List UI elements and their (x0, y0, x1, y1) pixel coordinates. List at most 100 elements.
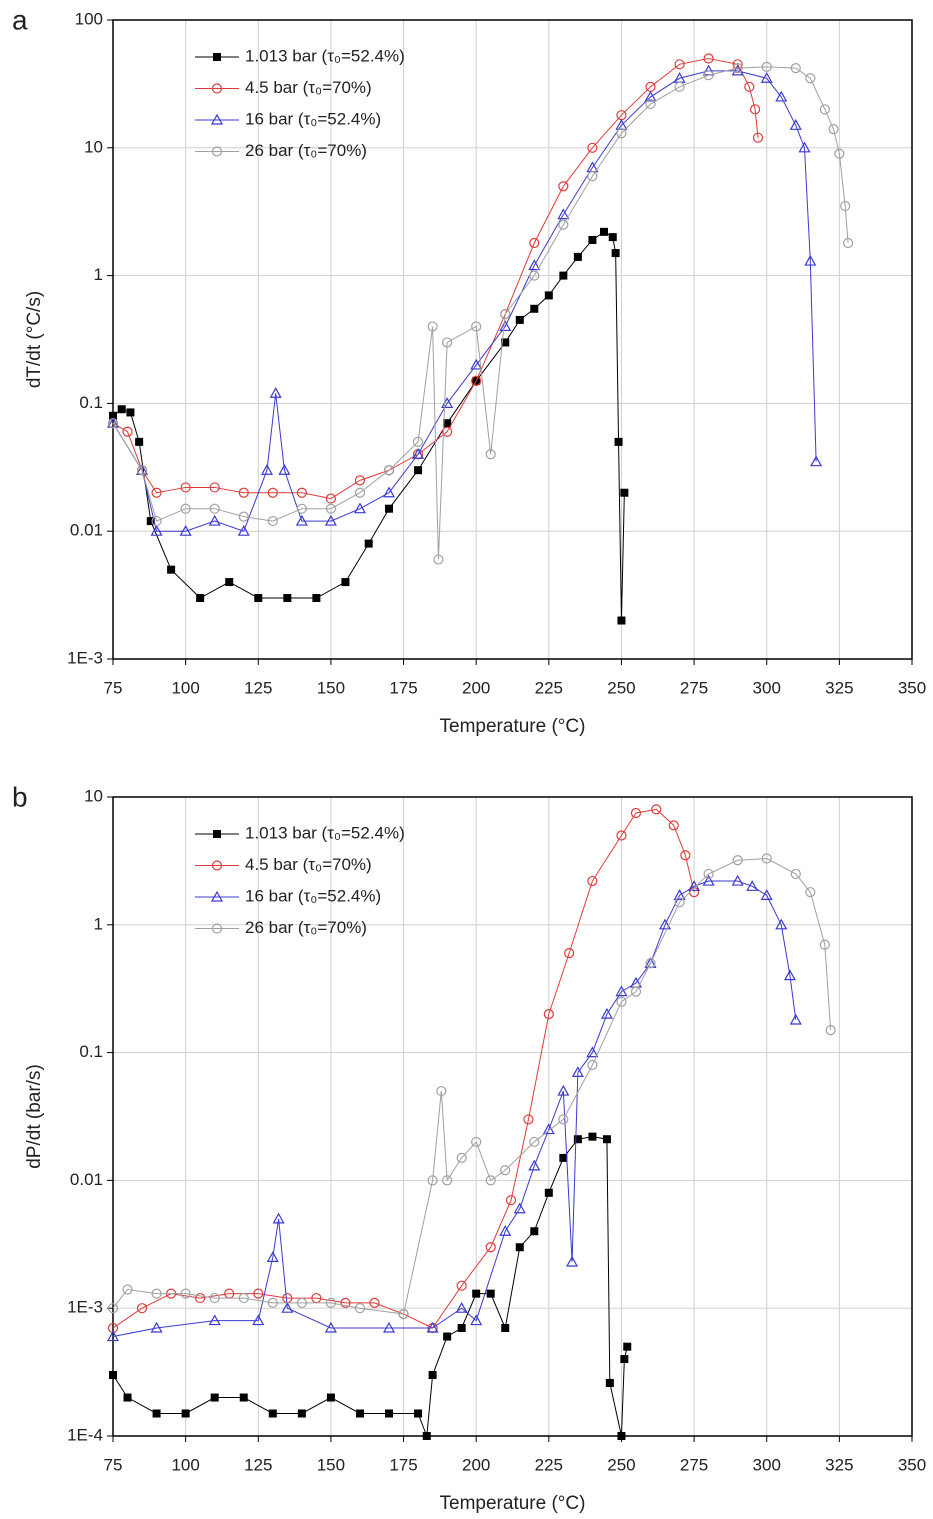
marker (501, 338, 510, 347)
marker (674, 897, 685, 908)
marker (544, 291, 553, 300)
legend-label: 4.5 bar (τ₀=70%) (245, 78, 372, 97)
y-tick-label: 0.01 (70, 1170, 103, 1189)
marker (341, 578, 350, 587)
marker (457, 1323, 466, 1332)
series-line (112, 70, 817, 532)
marker (443, 1332, 452, 1341)
marker (486, 1289, 495, 1298)
y-tick-label: 0.01 (70, 521, 103, 540)
y-axis-label: dP/dt (bar/s) (24, 1064, 45, 1169)
marker (515, 1243, 524, 1252)
y-tick-label: 10 (84, 137, 103, 156)
x-tick-label: 100 (171, 678, 199, 697)
marker (422, 1432, 431, 1440)
marker (732, 63, 743, 74)
y-tick-label: 100 (75, 9, 103, 28)
marker (600, 1007, 613, 1019)
marker (617, 1432, 626, 1440)
marker (600, 227, 609, 236)
marker (354, 1303, 366, 1314)
x-tick-label: 325 (825, 678, 853, 697)
x-tick-label: 175 (389, 678, 417, 697)
marker (412, 436, 424, 447)
marker (382, 1321, 396, 1333)
marker (456, 1152, 467, 1163)
marker (732, 855, 743, 866)
legend-label: 1.013 bar (τ₀=52.4%) (245, 823, 405, 842)
marker (680, 850, 691, 861)
legend-label: 16 bar (τ₀=52.4%) (245, 109, 381, 128)
marker (505, 1195, 517, 1206)
marker (267, 515, 278, 527)
marker (674, 81, 685, 92)
marker (254, 594, 263, 603)
marker (238, 1292, 249, 1304)
marker (571, 1066, 584, 1077)
marker (805, 73, 816, 84)
y-tick-label: 1 (94, 914, 103, 933)
marker (312, 594, 321, 603)
marker (151, 515, 162, 527)
marker (744, 81, 755, 92)
marker (272, 1212, 285, 1224)
x-tick-label: 150 (317, 678, 345, 697)
legend-marker (211, 923, 223, 934)
marker (566, 1255, 579, 1267)
x-tick-label: 275 (680, 1455, 708, 1474)
marker (731, 64, 744, 76)
marker (443, 419, 452, 428)
legend-marker (213, 53, 221, 61)
marker (819, 939, 830, 950)
marker (180, 1288, 191, 1299)
marker (673, 889, 686, 900)
legend-marker (210, 890, 224, 902)
marker (752, 132, 764, 143)
x-tick-label: 200 (462, 678, 490, 697)
marker (150, 1321, 163, 1333)
marker (586, 1046, 599, 1058)
x-axis-label: Temperature (°C) (440, 1493, 586, 1514)
marker (107, 418, 119, 429)
legend-label: 26 bar (τ₀=70%) (245, 141, 367, 160)
y-tick-label: 0.1 (79, 393, 103, 412)
marker (810, 455, 823, 467)
x-tick-label: 325 (825, 1455, 853, 1474)
marker (528, 1159, 541, 1171)
marker (513, 1202, 526, 1214)
marker (840, 200, 851, 212)
marker (528, 259, 541, 271)
marker (587, 875, 598, 887)
x-tick-label: 75 (104, 1455, 123, 1474)
marker (295, 514, 308, 526)
marker (605, 1378, 614, 1387)
marker (296, 487, 307, 498)
marker (611, 249, 620, 258)
marker (790, 868, 801, 880)
series-line (112, 808, 695, 1329)
marker (746, 880, 759, 891)
marker (210, 1393, 219, 1402)
marker (340, 1297, 351, 1309)
marker (819, 104, 830, 115)
x-tick-label: 250 (607, 1455, 635, 1474)
marker (325, 493, 337, 504)
marker (543, 1009, 554, 1020)
marker (523, 1114, 534, 1125)
marker (209, 482, 220, 493)
x-tick-label: 250 (607, 678, 635, 697)
marker (790, 63, 801, 74)
marker (267, 1297, 278, 1309)
marker (414, 466, 423, 475)
marker (529, 237, 540, 249)
marker (559, 271, 568, 280)
marker (324, 514, 337, 526)
marker (557, 1084, 570, 1096)
marker (529, 270, 540, 281)
marker (208, 1314, 221, 1326)
marker (266, 1251, 279, 1262)
marker (471, 1136, 482, 1148)
marker (296, 503, 307, 514)
marker (442, 337, 453, 348)
